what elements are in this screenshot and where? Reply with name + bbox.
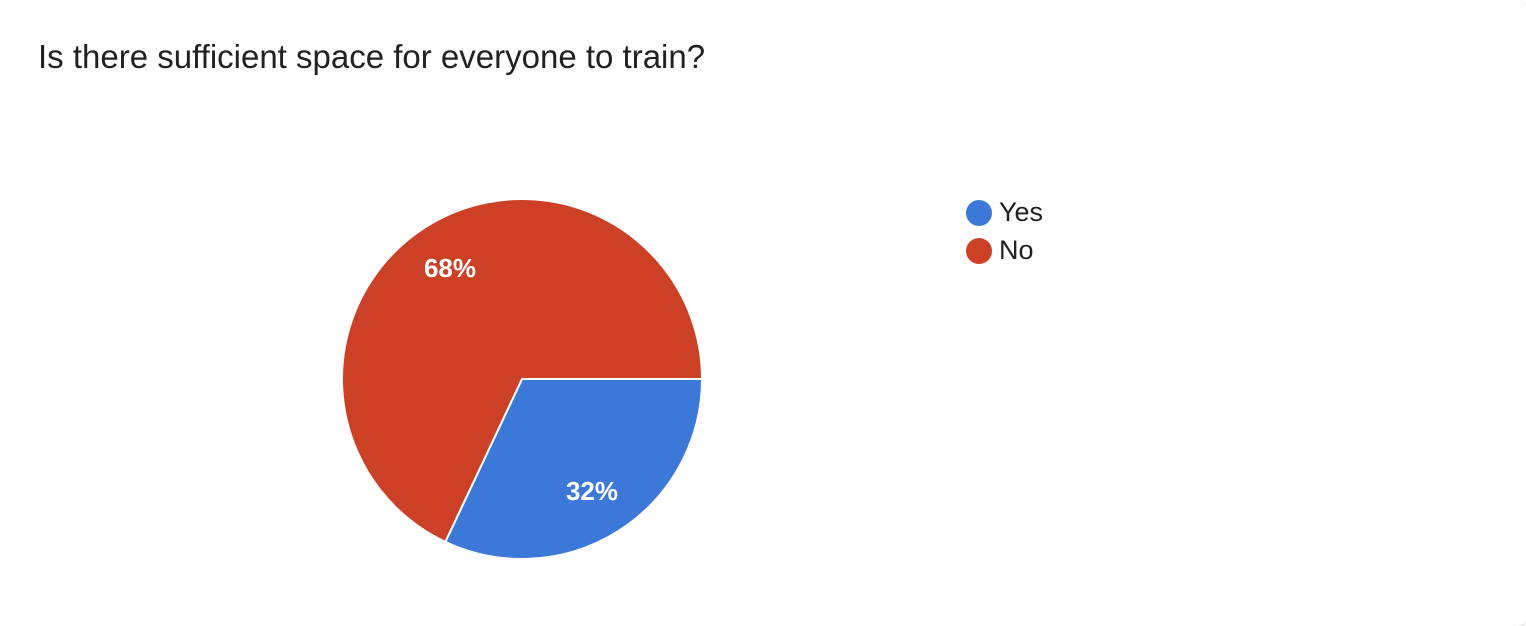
svg-text:32%: 32%: [566, 476, 618, 506]
svg-text:68%: 68%: [424, 253, 476, 283]
